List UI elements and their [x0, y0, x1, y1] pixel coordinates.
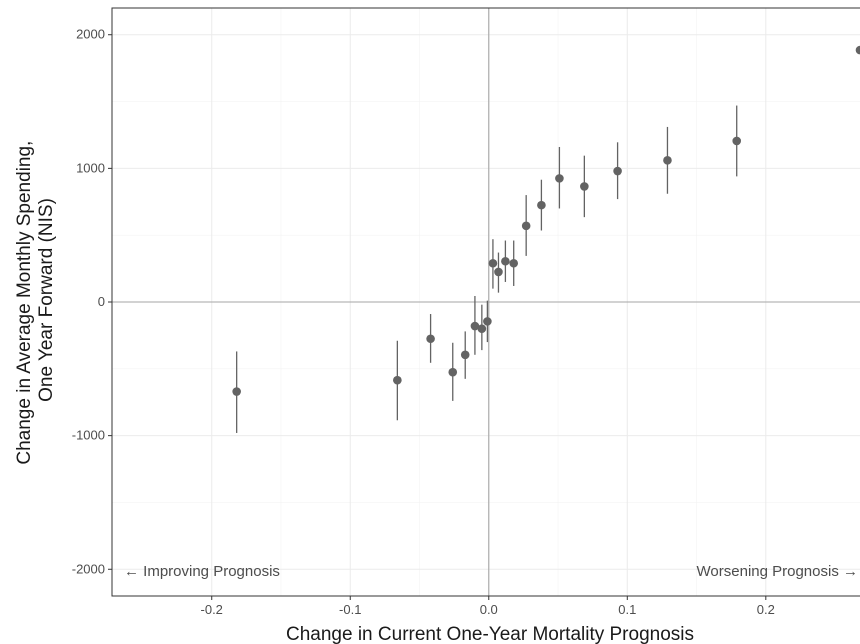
- data-point: [477, 324, 487, 334]
- x-tick-label: -0.1: [339, 602, 361, 617]
- data-point: [732, 136, 742, 146]
- data-point: [509, 258, 519, 268]
- annotation-improving: ← Improving Prognosis: [124, 563, 280, 580]
- y-axis-title: Change in Average Monthly Spending, One …: [14, 135, 57, 464]
- plot-frame: [111, 7, 860, 597]
- data-point: [488, 258, 498, 268]
- data-point: [393, 375, 402, 385]
- data-point: [537, 200, 546, 210]
- reference-lines: [112, 8, 860, 596]
- y-axis-title-line1: Change in Average Monthly Spending,: [14, 141, 35, 465]
- x-axis-title: Change in Current One-Year Mortality Pro…: [286, 624, 694, 644]
- x-tick-label: -0.2: [201, 602, 223, 617]
- data-points: [232, 45, 860, 396]
- data-point: [521, 221, 531, 231]
- data-point: [448, 367, 458, 377]
- axis-ticks: -0.2 -0.1 0.0 0.1 0.2 -2000 -1000 0 1000 2000: [72, 27, 775, 617]
- data-point: [555, 174, 564, 183]
- data-point: [483, 317, 492, 326]
- data-point: [494, 267, 503, 277]
- data-point: [613, 166, 622, 176]
- y-tick-label: -2000: [72, 561, 105, 576]
- data-point: [460, 350, 470, 360]
- data-point: [426, 334, 435, 344]
- data-point: [580, 182, 589, 191]
- y-tick-label: 0: [98, 294, 105, 309]
- y-tick-label: 2000: [76, 27, 105, 42]
- y-tick-label: -1000: [72, 428, 105, 443]
- x-tick-label: 0.2: [757, 602, 775, 617]
- data-point: [470, 321, 480, 331]
- data-point: [855, 45, 860, 55]
- data-point: [663, 156, 672, 165]
- y-tick-label: 1000: [76, 160, 105, 175]
- data-point: [232, 387, 241, 396]
- x-tick-label: 0.1: [618, 602, 636, 617]
- y-axis-title-line2: One Year Forward (NIS): [36, 198, 57, 402]
- data-point: [501, 256, 510, 266]
- annotation-worsening: Worsening Prognosis →: [697, 563, 858, 580]
- x-tick-label: 0.0: [480, 602, 498, 617]
